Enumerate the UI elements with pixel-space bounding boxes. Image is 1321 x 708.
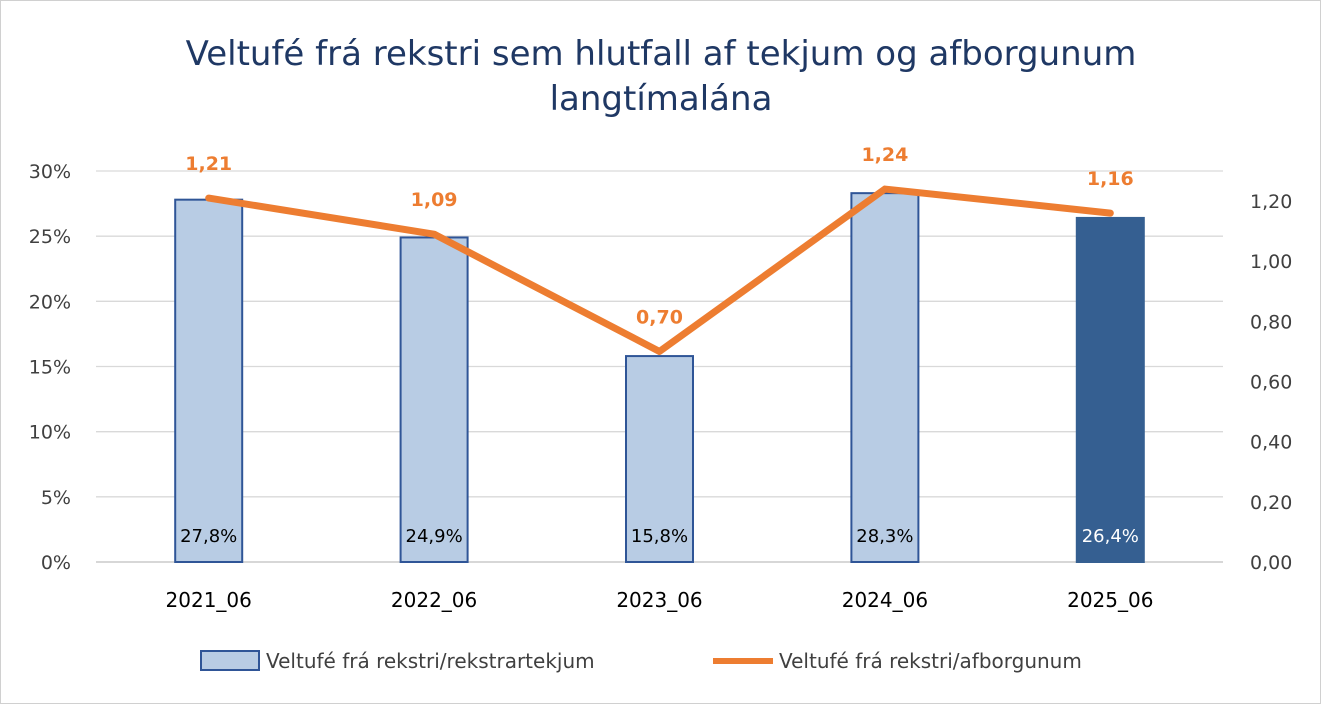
bar xyxy=(1075,216,1145,563)
line-point xyxy=(1107,210,1114,217)
line-data-label: 0,70 xyxy=(636,306,683,328)
y-right-tick-label: 1,20 xyxy=(1250,191,1292,213)
y-right-tick-label: 0,60 xyxy=(1250,372,1292,394)
y-left-tick-label: 25% xyxy=(29,226,71,248)
x-tick-label: 2024_06 xyxy=(842,588,928,612)
bar xyxy=(850,192,920,563)
left-y-axis: 0% 5% 10% 15% 20% 25% 30% xyxy=(29,161,71,574)
y-right-tick-label: 1,00 xyxy=(1250,251,1292,273)
bar-series: 27,8% 24,9% 15,8% 28,3% 26,4% xyxy=(174,192,1145,563)
bar-data-label: 28,3% xyxy=(856,526,913,547)
line-data-label: 1,24 xyxy=(861,144,908,166)
chart-title-line: langtímalána xyxy=(550,79,773,119)
y-left-tick-label: 20% xyxy=(29,291,71,313)
line-point xyxy=(881,186,888,193)
line-point xyxy=(431,231,438,238)
legend-bar-swatch xyxy=(200,650,260,671)
x-tick-label: 2025_06 xyxy=(1067,588,1153,612)
y-right-tick-label: 0,40 xyxy=(1250,432,1292,454)
line-data-label: 1,21 xyxy=(185,153,232,175)
y-right-tick-label: 0,00 xyxy=(1250,552,1292,574)
x-tick-label: 2022_06 xyxy=(391,588,477,612)
bar xyxy=(399,236,469,563)
bar-data-label: 15,8% xyxy=(631,526,688,547)
line-point xyxy=(205,195,212,202)
line-data-label: 1,09 xyxy=(411,189,458,211)
chart-title: Veltufé frá rekstri sem hlutfall af tekj… xyxy=(186,34,1137,119)
legend-line-label: Veltufé frá rekstri/afborgunum xyxy=(779,649,1082,673)
right-y-axis: 0,00 0,20 0,40 0,60 0,80 1,00 1,20 xyxy=(1250,191,1292,574)
legend-bar-label: Veltufé frá rekstri/rekstrartekjum xyxy=(266,649,595,673)
bar-data-label: 24,9% xyxy=(406,526,463,547)
bar-data-label: 27,8% xyxy=(180,526,237,547)
line-point xyxy=(656,348,663,355)
x-axis: 2021_06 2022_06 2023_06 2024_06 2025_06 xyxy=(166,588,1154,612)
y-left-tick-label: 0% xyxy=(41,552,71,574)
line-series: 1,21 1,09 0,70 1,24 1,16 xyxy=(185,144,1134,355)
chart-title-line: Veltufé frá rekstri sem hlutfall af tekj… xyxy=(186,34,1137,74)
y-right-tick-label: 0,80 xyxy=(1250,311,1292,333)
y-left-tick-label: 15% xyxy=(29,357,71,379)
y-left-tick-label: 10% xyxy=(29,422,71,444)
bar xyxy=(174,198,244,563)
y-right-tick-label: 0,20 xyxy=(1250,492,1292,514)
bar-data-label: 26,4% xyxy=(1082,526,1139,547)
x-tick-label: 2023_06 xyxy=(616,588,702,612)
legend: Veltufé frá rekstri/rekstrartekjum Veltuf… xyxy=(200,649,1082,673)
bar xyxy=(625,355,694,563)
y-left-tick-label: 30% xyxy=(29,161,71,183)
line-data-label: 1,16 xyxy=(1087,168,1134,190)
x-tick-label: 2021_06 xyxy=(166,588,252,612)
y-left-tick-label: 5% xyxy=(41,487,71,509)
